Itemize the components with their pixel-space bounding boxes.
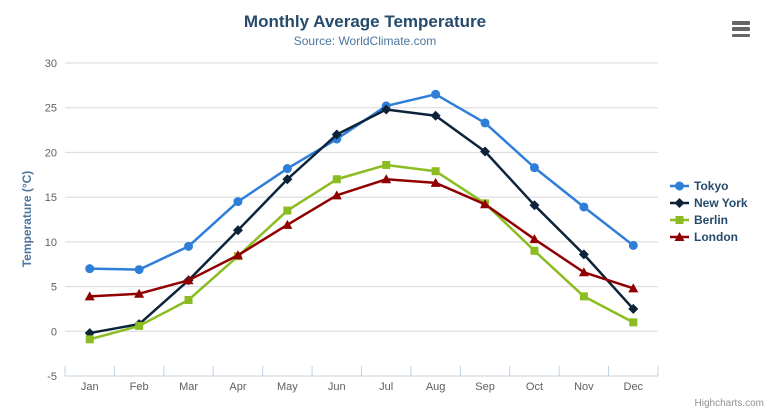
data-point-marker[interactable]	[381, 104, 392, 115]
data-point-marker[interactable]	[135, 321, 144, 330]
x-axis-label: Aug	[426, 381, 446, 393]
y-axis-label: 20	[45, 147, 57, 159]
legend-label: Berlin	[694, 212, 729, 227]
data-point-marker[interactable]	[578, 267, 589, 277]
x-axis-label: Oct	[526, 381, 543, 393]
data-point-marker[interactable]	[331, 190, 342, 200]
legend-marker	[674, 231, 685, 241]
chart-title: Monthly Average Temperature	[243, 12, 487, 31]
legend-label: Tokyo	[694, 178, 729, 193]
y-axis-label: 5	[51, 282, 57, 294]
data-point-marker[interactable]	[183, 275, 194, 285]
export-menu-button[interactable]	[732, 21, 750, 37]
y-axis-label: 0	[51, 326, 57, 338]
x-axis-label: Mar	[179, 381, 198, 393]
data-point-marker[interactable]	[529, 200, 540, 211]
series-new-york	[84, 104, 639, 339]
hamburger-icon	[732, 27, 750, 31]
x-axis-label: Jan	[81, 381, 99, 393]
legend-item-berlin[interactable]: Berlin	[670, 211, 748, 228]
data-point-marker[interactable]	[381, 174, 392, 184]
data-point-marker[interactable]	[628, 240, 638, 250]
series-london	[84, 174, 639, 301]
data-point-marker[interactable]	[579, 292, 588, 301]
data-point-marker[interactable]	[184, 241, 194, 251]
data-point-marker[interactable]	[629, 318, 638, 327]
legend: Tokyo New York Berlin London	[670, 177, 748, 245]
data-point-marker[interactable]	[232, 250, 243, 260]
credits-link[interactable]: Highcharts.com	[694, 398, 764, 409]
data-point-marker[interactable]	[480, 146, 491, 157]
data-point-marker[interactable]	[430, 110, 441, 121]
data-point-marker[interactable]	[282, 174, 293, 185]
data-point-marker[interactable]	[184, 295, 193, 304]
legend-label: New York	[694, 195, 748, 210]
data-point-marker[interactable]	[430, 177, 441, 187]
legend-marker	[675, 181, 684, 190]
series-line-new-york[interactable]	[88, 108, 635, 335]
legend-marker-icon	[670, 181, 689, 190]
legend-item-new-york[interactable]: New York	[670, 194, 748, 211]
data-point-marker[interactable]	[232, 225, 243, 236]
data-point-marker[interactable]	[578, 249, 589, 260]
data-point-marker[interactable]	[628, 303, 639, 314]
data-point-marker[interactable]	[84, 291, 95, 301]
x-axis-label: Apr	[229, 381, 246, 393]
data-point-marker[interactable]	[331, 129, 342, 140]
hamburger-icon	[732, 33, 750, 37]
data-point-marker[interactable]	[431, 167, 440, 176]
y-axis-label: 15	[45, 192, 57, 204]
data-point-marker[interactable]	[431, 89, 441, 99]
legend-marker-icon	[670, 215, 689, 224]
x-axis-label: Jul	[379, 381, 393, 393]
data-point-marker[interactable]	[382, 160, 391, 169]
data-point-marker[interactable]	[282, 164, 292, 174]
y-axis-label: 25	[45, 103, 57, 115]
x-axis-label: Sep	[475, 381, 495, 393]
data-point-marker[interactable]	[134, 288, 145, 298]
x-axis-label: Dec	[624, 381, 644, 393]
legend-marker-icon	[670, 197, 689, 208]
series-line-london[interactable]	[88, 178, 635, 298]
data-point-marker[interactable]	[480, 199, 491, 209]
y-axis-label: 30	[45, 58, 57, 70]
x-axis-label: Jun	[328, 381, 346, 393]
data-point-marker[interactable]	[282, 219, 293, 229]
data-point-marker[interactable]	[233, 197, 243, 207]
legend-marker	[674, 197, 685, 208]
data-point-marker[interactable]	[332, 175, 341, 184]
data-point-marker[interactable]	[283, 206, 292, 215]
data-point-marker[interactable]	[530, 246, 539, 255]
series-line-tokyo[interactable]	[88, 93, 635, 271]
data-point-marker[interactable]	[85, 264, 95, 274]
x-axis-label: Feb	[130, 381, 149, 393]
legend-marker-icon	[670, 231, 689, 241]
legend-item-tokyo[interactable]: Tokyo	[670, 177, 748, 194]
data-point-marker[interactable]	[480, 118, 490, 128]
x-axis-label: Nov	[574, 381, 594, 393]
legend-marker	[675, 215, 684, 224]
data-point-marker[interactable]	[134, 265, 144, 275]
chart-subtitle: Source: WorldClimate.com	[293, 34, 437, 48]
data-point-marker[interactable]	[529, 163, 539, 173]
series-tokyo	[85, 89, 638, 275]
y-axis-label: 10	[45, 237, 57, 249]
legend-item-london[interactable]: London	[670, 228, 748, 245]
data-point-marker[interactable]	[529, 234, 540, 244]
series-line-berlin[interactable]	[88, 163, 635, 341]
data-point-marker[interactable]	[579, 202, 589, 212]
y-axis-label: -5	[47, 371, 57, 383]
data-point-marker[interactable]	[628, 283, 639, 293]
legend-label: London	[694, 229, 738, 244]
data-point-marker[interactable]	[85, 335, 94, 344]
hamburger-icon	[732, 21, 750, 25]
x-axis-label: May	[277, 381, 298, 393]
